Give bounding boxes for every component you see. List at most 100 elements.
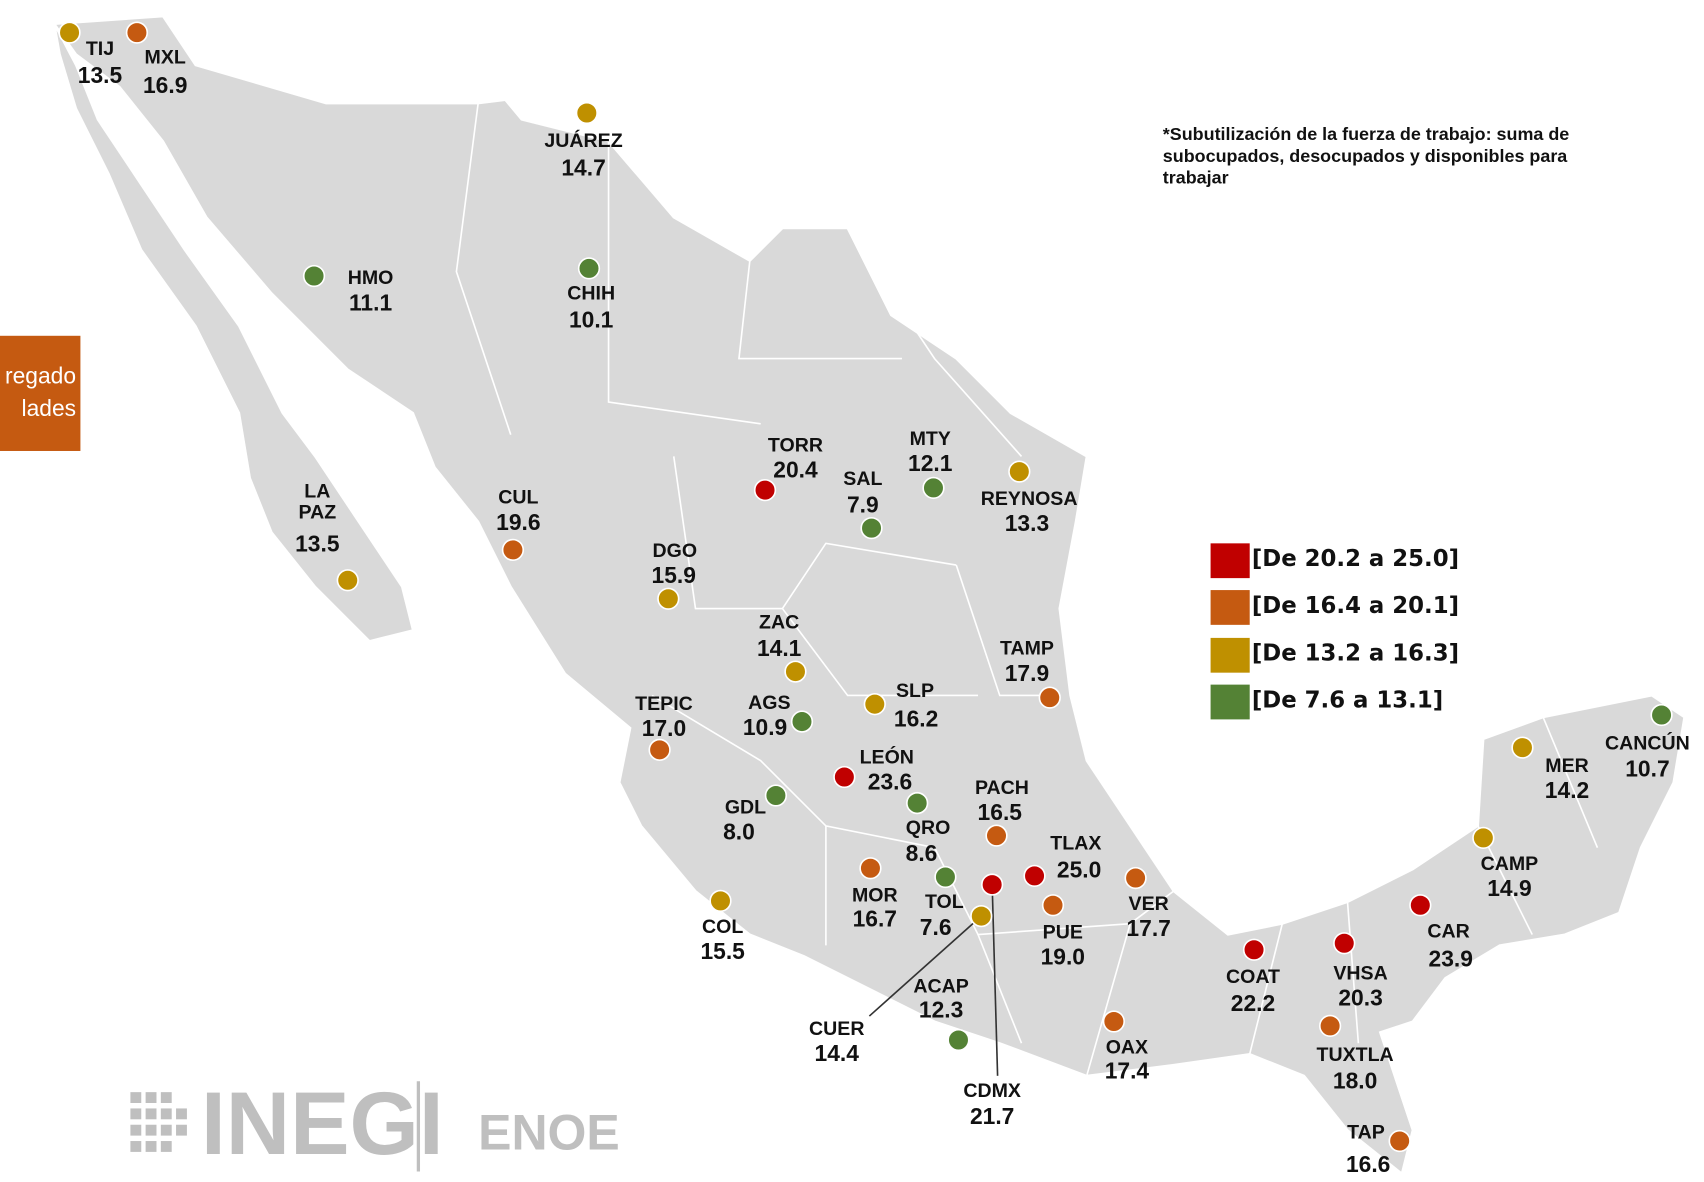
side-box-line: lades — [21, 396, 77, 422]
city-value: 15.9 — [651, 563, 696, 589]
side-box: regado lades — [0, 335, 81, 451]
city-marker — [657, 587, 680, 610]
city-name: MER — [1545, 754, 1589, 777]
city-name: COL — [702, 915, 744, 938]
city-value: 19.0 — [1040, 944, 1086, 970]
state-borders — [455, 103, 1599, 1077]
city-name: LA PAZ — [298, 480, 337, 523]
city-marker — [833, 765, 856, 789]
city-value: 13.3 — [1004, 511, 1050, 537]
city-name: TAP — [1347, 1120, 1385, 1143]
note-line: trabajar — [1162, 168, 1229, 188]
city-marker — [1041, 894, 1065, 917]
city-marker — [1472, 826, 1495, 849]
legend-label: [De 20.2 a 25.0] — [1251, 545, 1460, 572]
city-name: TEPIC — [635, 692, 693, 715]
city-name: MXL — [144, 46, 186, 68]
legend-label: [De 13.2 a 16.3] — [1251, 640, 1460, 667]
city-value: 16.2 — [893, 706, 939, 732]
city-name: ZAC — [759, 611, 800, 634]
city-name: MOR — [851, 884, 898, 906]
city-name: TOL — [924, 890, 964, 913]
city-value: 10.9 — [742, 715, 788, 741]
city-marker — [336, 569, 359, 592]
city-marker — [302, 264, 326, 288]
side-box-line: regado — [5, 364, 77, 390]
city-marker — [1124, 866, 1147, 890]
city-marker — [577, 257, 601, 280]
city-name: QRO — [905, 816, 951, 839]
city-value: 7.6 — [919, 915, 952, 941]
city-value: 16.9 — [142, 73, 188, 99]
city-name: CAR — [1427, 919, 1470, 942]
legend-swatch — [1210, 637, 1250, 673]
city-name: MTY — [909, 427, 951, 450]
city-value: 12.3 — [918, 998, 964, 1024]
city-name: TUXTLA — [1316, 1043, 1394, 1066]
city-name: TIJ — [85, 37, 115, 60]
city-name: CUL — [498, 486, 539, 509]
city-name: ACAP — [913, 975, 969, 998]
city-marker — [575, 101, 598, 125]
city-value: 21.7 — [969, 1104, 1015, 1130]
city-marker — [859, 857, 882, 880]
city-value: 14.7 — [561, 155, 606, 181]
city-value: 7.9 — [846, 492, 879, 518]
city-marker — [753, 478, 777, 502]
city-marker — [1023, 864, 1046, 888]
city-marker — [970, 904, 993, 928]
city-value: 17.7 — [1126, 916, 1171, 942]
city-marker — [922, 476, 945, 500]
city-name: TAMP — [999, 637, 1054, 660]
city-marker — [1102, 1010, 1126, 1033]
city-value: 17.0 — [641, 716, 687, 742]
logo-survey: ENOE — [478, 1105, 620, 1161]
city-marker — [1242, 938, 1266, 961]
city-value: 13.5 — [77, 63, 123, 89]
city-name: VER — [1128, 892, 1169, 915]
city-marker — [860, 516, 883, 540]
city-value: 16.7 — [852, 906, 898, 932]
note-line: subocupados, desocupados y disponibles p… — [1162, 146, 1568, 167]
city-name: DGO — [652, 539, 698, 562]
city-marker — [981, 873, 1004, 896]
city-name: CHIH — [567, 281, 616, 304]
city-value: 17.9 — [1004, 661, 1050, 687]
city-name: REYNOSA — [980, 487, 1078, 510]
city-marker — [863, 693, 886, 716]
city-marker — [501, 538, 525, 562]
city-name: VHSA — [1333, 962, 1388, 985]
city-value: 18.0 — [1332, 1068, 1378, 1094]
city-marker — [764, 784, 788, 807]
note-line: *Subutilización de la fuerza de trabajo:… — [1162, 124, 1570, 145]
city-marker — [1318, 1014, 1342, 1037]
city-name: CUER — [809, 1017, 865, 1040]
city-value: 15.5 — [700, 939, 745, 965]
city-value: 12.1 — [908, 451, 953, 477]
city-marker — [1333, 932, 1356, 955]
city-name: CANCÚN — [1605, 731, 1690, 754]
city-name: COAT — [1225, 965, 1280, 988]
city-value: 16.6 — [1345, 1152, 1391, 1178]
city-value: 16.5 — [977, 800, 1022, 826]
city-marker — [1008, 460, 1031, 483]
city-value: 25.0 — [1056, 857, 1102, 883]
city-name: CAMP — [1480, 852, 1539, 875]
city-value: 14.9 — [1487, 876, 1532, 902]
city-name: SAL — [843, 467, 883, 490]
leader-line — [991, 884, 999, 1076]
city-value: 14.1 — [756, 636, 802, 662]
city-value: 20.3 — [1338, 986, 1383, 1012]
city-name: PACH — [974, 776, 1029, 799]
city-value: 10.1 — [568, 308, 614, 334]
city-value: 8.0 — [723, 819, 755, 845]
city-marker — [1650, 703, 1673, 727]
legend-swatch — [1210, 684, 1250, 720]
legend-swatch — [1210, 590, 1250, 625]
city-value: 17.4 — [1104, 1058, 1150, 1084]
city-value: 20.4 — [773, 458, 818, 484]
city-name: CDMX — [963, 1079, 1021, 1102]
city-value: 13.5 — [295, 531, 340, 557]
